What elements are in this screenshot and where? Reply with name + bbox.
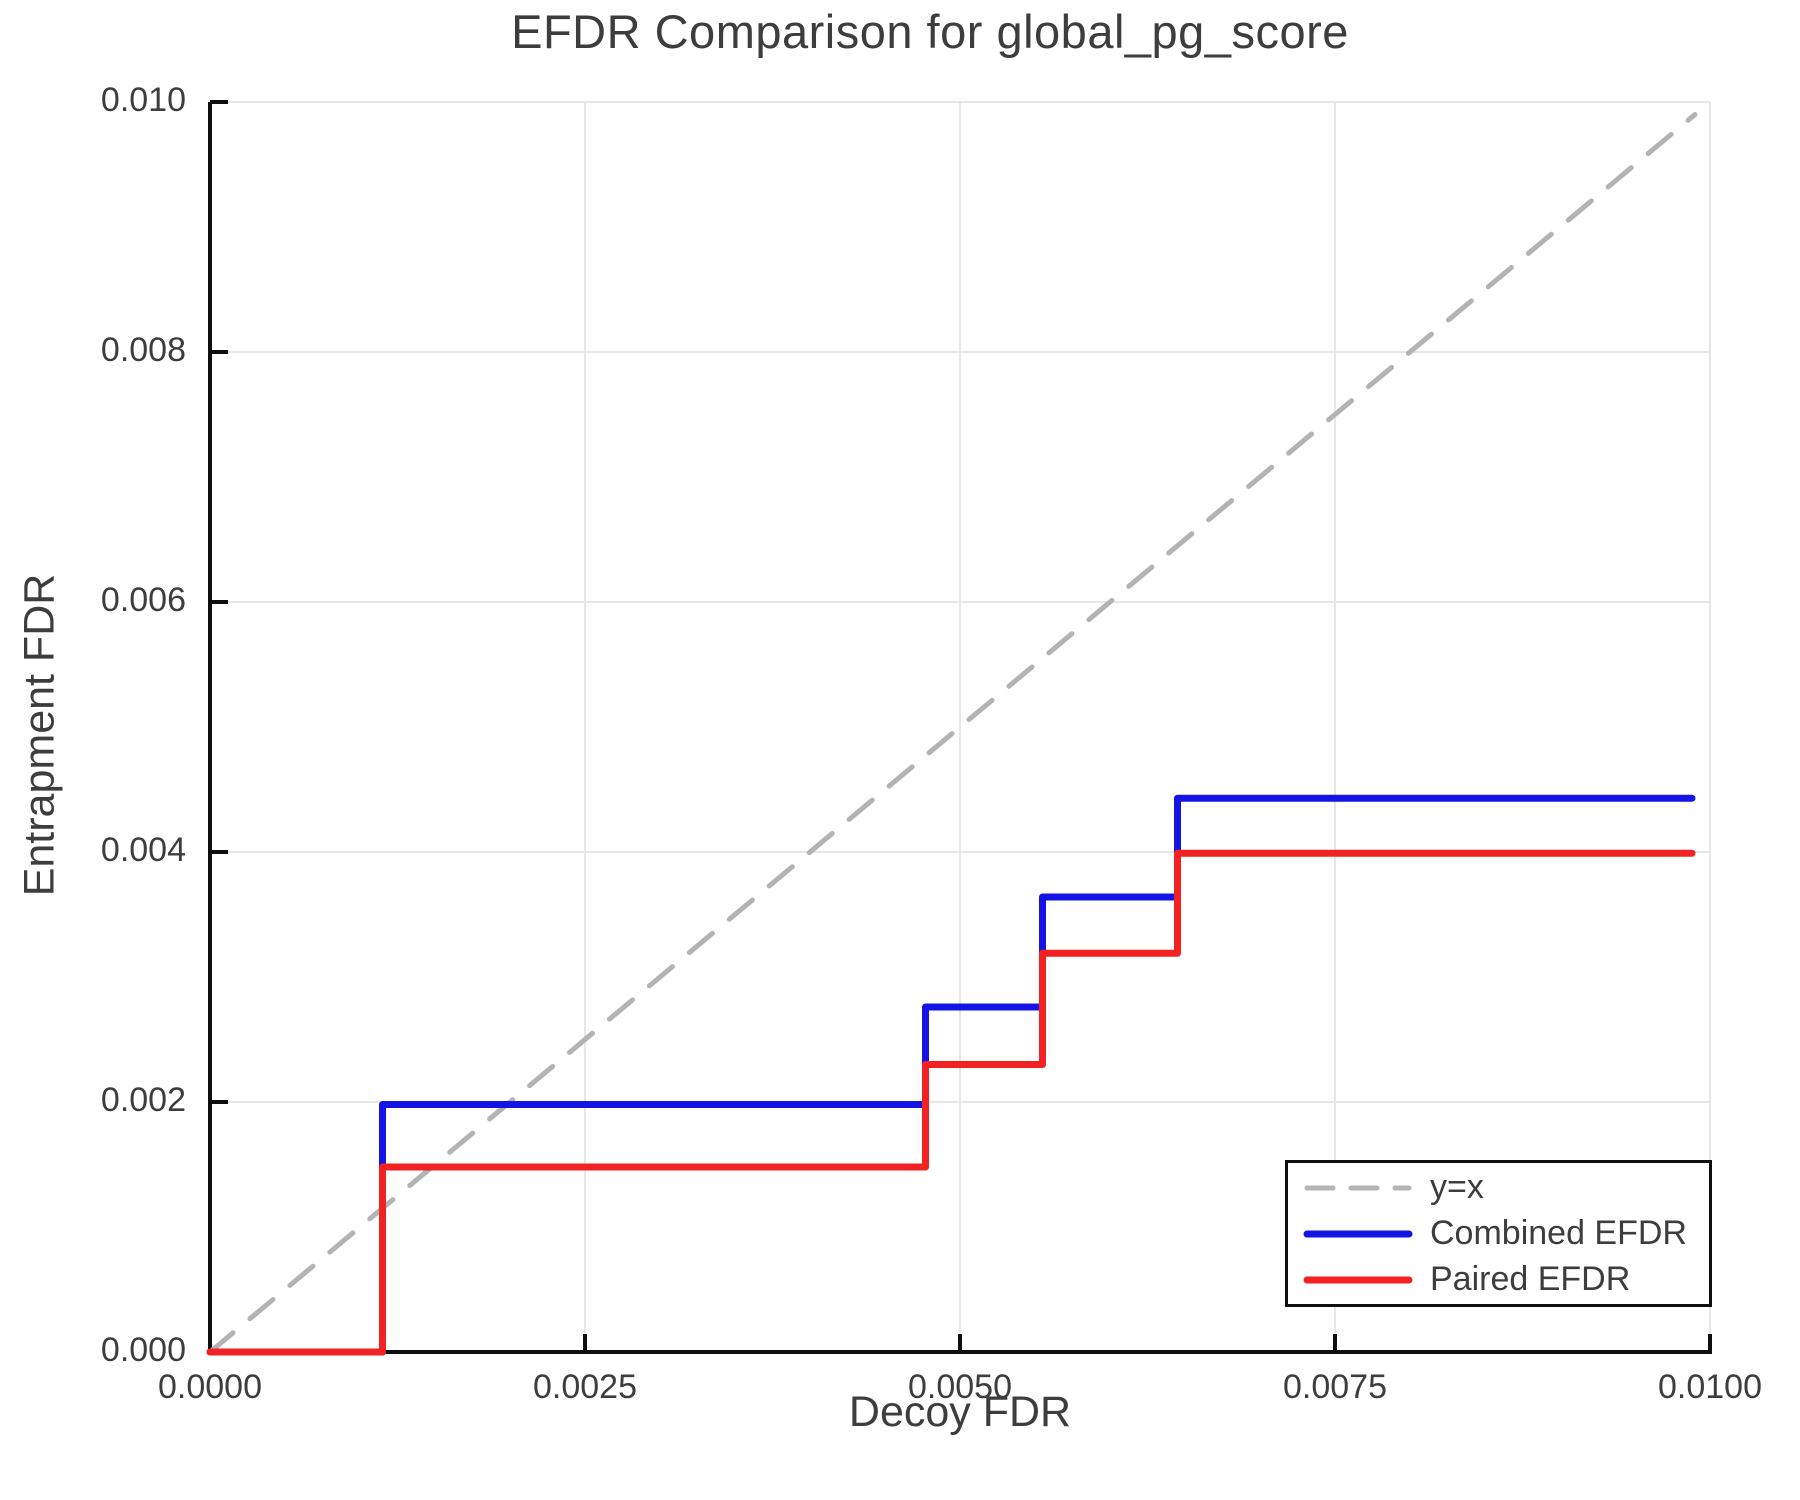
series-line-y-x	[207, 112, 1698, 1355]
legend-line-sample-red	[1303, 1276, 1413, 1283]
legend-item-combined-efdr: Combined EFDR	[1303, 1211, 1709, 1257]
legend-item-paired-efdr: Paired EFDR	[1303, 1257, 1709, 1303]
y-tick-label: 0.010	[100, 81, 186, 119]
x-tick-label: 0.0000	[158, 1368, 262, 1406]
x-tick-label: 0.0100	[1658, 1368, 1762, 1406]
series-line-paired-efdr	[206, 849, 1696, 1356]
x-tick-label: 0.0025	[533, 1368, 637, 1406]
legend: y=x Combined EFDR Paired EFDR	[1285, 1160, 1712, 1307]
legend-label: y=x	[1430, 1168, 1484, 1206]
y-tick-label: 0.000	[100, 1331, 186, 1369]
chart-title: EFDR Comparison for global_pg_score	[511, 5, 1349, 58]
legend-label: Paired EFDR	[1430, 1260, 1631, 1298]
y-tick-label: 0.006	[100, 581, 186, 619]
x-axis-label: Decoy FDR	[848, 1388, 1072, 1436]
legend-item-y-equals-x: y=x	[1303, 1165, 1709, 1211]
legend-line-sample-blue	[1303, 1230, 1413, 1237]
x-tick-label: 0.0075	[1283, 1368, 1387, 1406]
y-tick-label: 0.008	[100, 331, 186, 369]
legend-label: Combined EFDR	[1430, 1214, 1687, 1252]
y-tick-label: 0.004	[100, 831, 186, 869]
y-tick-label: 0.002	[100, 1081, 186, 1119]
x-tick-label: 0.0050	[908, 1368, 1012, 1406]
legend-line-sample-dashed	[1304, 1185, 1412, 1190]
